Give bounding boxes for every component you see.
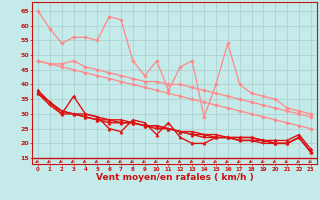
X-axis label: Vent moyen/en rafales ( km/h ): Vent moyen/en rafales ( km/h ) — [96, 173, 253, 182]
